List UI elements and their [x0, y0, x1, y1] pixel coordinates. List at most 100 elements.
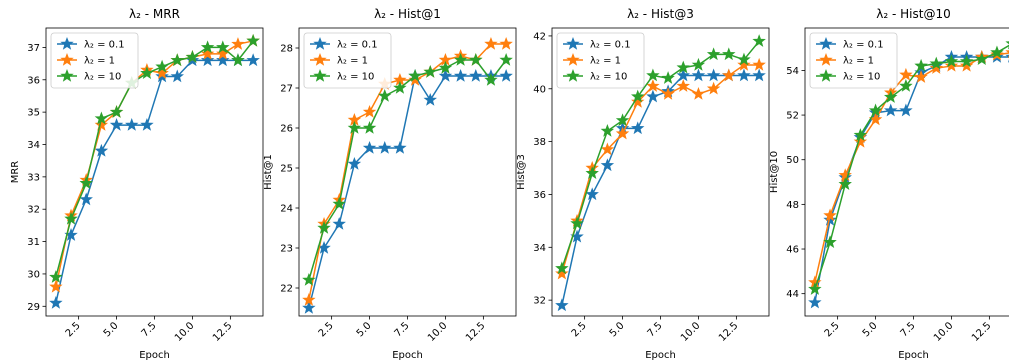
y-tick-label: 42: [533, 31, 546, 42]
data-point-marker: [661, 87, 675, 100]
x-tick-label: 10.0: [932, 320, 956, 344]
x-tick-label: 2.5: [64, 320, 83, 339]
x-tick-label: 12.5: [970, 320, 994, 344]
data-point-marker: [185, 50, 200, 63]
data-point-marker: [125, 118, 139, 131]
data-point-marker: [929, 61, 943, 74]
data-point-marker: [94, 111, 109, 125]
y-tick-label: 48: [786, 200, 799, 211]
data-point-marker: [393, 80, 407, 94]
y-tick-label: 35: [27, 108, 40, 119]
data-point-marker: [362, 140, 377, 154]
x-tick-label: 7.5: [393, 320, 412, 339]
data-point-marker: [79, 176, 93, 190]
data-point-marker: [737, 57, 751, 71]
data-point-marker: [79, 192, 93, 206]
data-point-marker: [94, 143, 109, 157]
axes-frame: [551, 27, 770, 317]
y-tick-label: 24: [280, 204, 293, 215]
y-tick-label: 40: [533, 84, 546, 95]
data-point-marker: [109, 118, 124, 131]
chart-title: λ₂ - MRR: [129, 7, 180, 21]
data-point-marker: [600, 142, 615, 156]
data-point-marker: [332, 216, 346, 230]
legend-marker: [566, 36, 580, 50]
data-point-marker: [408, 68, 422, 82]
x-tick-label: 2.5: [570, 320, 589, 339]
data-point-marker: [600, 158, 615, 172]
y-axis-title: Hist@3: [516, 154, 527, 190]
data-point-marker: [838, 177, 852, 190]
data-point-marker: [453, 52, 468, 66]
data-point-marker: [555, 298, 569, 312]
y-tick-label: 54: [786, 66, 799, 77]
data-point-marker: [585, 166, 599, 180]
x-axis-title: Epoch: [139, 350, 170, 361]
x-tick-label: 10.0: [426, 320, 450, 344]
data-point-marker: [499, 68, 513, 82]
chart-panel-1: 29 30 31 32 33 34 35 36 37 2.5 5.0 7.5 10.0 12.5 λ₂ - …: [10, 7, 264, 361]
data-point-marker: [109, 105, 124, 118]
data-point-marker: [823, 208, 837, 222]
legend-label: λ₂ = 10: [843, 72, 880, 83]
x-tick-label: 12.5: [717, 320, 741, 344]
x-tick-label: 7.5: [899, 320, 918, 339]
data-point-marker: [216, 53, 230, 67]
y-tick-label: 22: [280, 284, 293, 295]
data-point-marker: [868, 103, 883, 117]
data-point-marker: [246, 53, 260, 67]
x-tick-label: 5.0: [355, 320, 374, 339]
y-tick-label: 50: [786, 155, 799, 166]
data-point-marker: [423, 64, 437, 78]
y-tick-label: 34: [27, 140, 40, 151]
legend-marker: [566, 52, 580, 66]
y-tick-label: 28: [280, 44, 293, 55]
data-point-marker: [676, 79, 690, 92]
data-point-marker: [884, 90, 898, 103]
data-point-marker: [929, 56, 943, 70]
data-point-marker: [615, 113, 630, 127]
legend: λ₂ = 0.1 λ₂ = 1 λ₂ = 10: [809, 32, 898, 89]
legend-label: λ₂ = 1: [84, 56, 115, 67]
y-tick-label: 36: [533, 190, 546, 201]
data-point-marker: [408, 72, 422, 86]
data-point-marker: [853, 134, 868, 148]
data-point-marker: [808, 295, 822, 309]
axes-frame: [298, 27, 517, 317]
data-point-marker: [676, 60, 690, 74]
data-point-marker: [600, 123, 615, 137]
data-point-marker: [378, 88, 392, 102]
legend-marker: [819, 52, 833, 66]
data-point-marker: [585, 187, 599, 201]
x-axis-title: Epoch: [898, 350, 929, 361]
legend-label: λ₂ = 1: [590, 56, 621, 67]
x-axis-title: Epoch: [645, 350, 676, 361]
data-point-marker: [170, 53, 184, 67]
y-axis-title: Hist@10: [769, 151, 780, 193]
legend-marker: [313, 68, 327, 82]
data-point-marker: [691, 87, 706, 100]
data-point-marker: [752, 57, 766, 71]
y-axis-title: MRR: [10, 161, 21, 184]
y-tick-label: 33: [27, 172, 40, 183]
data-point-marker: [853, 128, 868, 141]
legend-label: λ₂ = 0.1: [843, 40, 884, 51]
data-point-marker: [722, 47, 736, 61]
data-point-marker: [231, 53, 245, 67]
data-point-marker: [899, 78, 913, 92]
legend-marker: [819, 36, 833, 50]
data-point-marker: [555, 261, 569, 275]
data-point-marker: [808, 282, 822, 295]
legend-marker: [819, 68, 833, 82]
data-point-marker: [1005, 50, 1009, 59]
data-point-marker: [914, 58, 928, 72]
data-point-marker: [49, 296, 63, 309]
x-tick-label: 12.5: [211, 320, 235, 344]
x-tick-label: 10.0: [173, 320, 197, 344]
data-point-marker: [155, 66, 169, 80]
chart-title: λ₂ - Hist@1: [374, 7, 441, 21]
data-point-marker: [140, 66, 154, 80]
y-tick-label: 46: [786, 245, 799, 256]
data-point-marker: [676, 68, 690, 82]
